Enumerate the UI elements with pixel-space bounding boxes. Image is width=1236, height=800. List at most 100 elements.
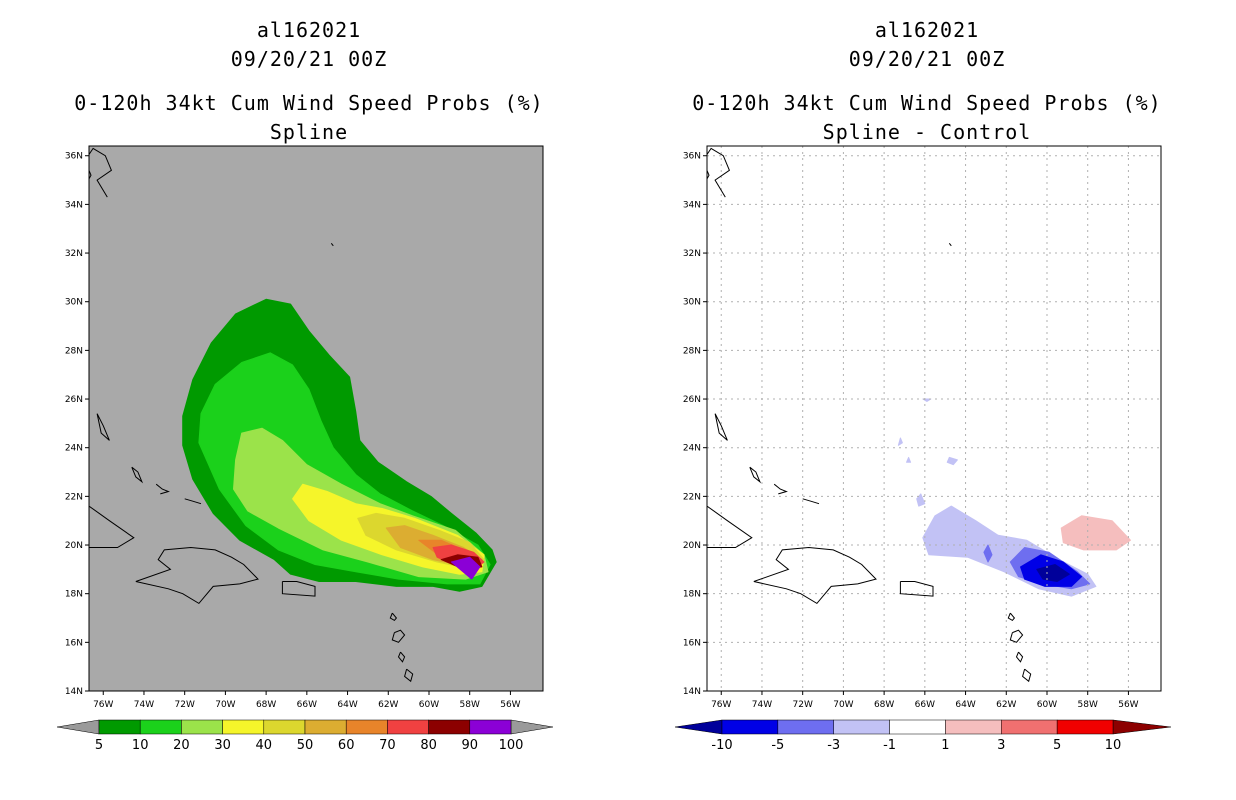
y-tick-label: 26N (65, 395, 83, 405)
contour-region-2 (897, 437, 903, 446)
coastline-9 (131, 466, 144, 484)
coastline-12 (330, 242, 334, 247)
contour-region-3 (946, 456, 958, 466)
colorbar-label: 3 (997, 738, 1005, 753)
right-chart-panel: al162021 09/20/21 00Z 0-120h 34kt Cum Wi… (618, 0, 1236, 800)
x-tick-label: 76W (93, 700, 113, 710)
colorbar-left-arrow (674, 719, 723, 735)
x-tick-label: 62W (996, 700, 1016, 710)
y-tick-label: 30N (65, 298, 83, 308)
colorbar-label: 10 (1105, 738, 1122, 753)
colorbar-swatch-1 (139, 719, 182, 735)
colorbar-label: 100 (499, 738, 524, 753)
coastline-5 (391, 629, 406, 643)
colorbar-swatch-2 (181, 719, 223, 735)
plot-frame (706, 145, 1162, 692)
y-tick-label: 14N (65, 687, 83, 697)
y-tick-label: 30N (683, 298, 701, 308)
colorbar-right-arrow (510, 719, 554, 735)
colorbar-swatch-6 (345, 719, 388, 735)
colorbar-label: -5 (771, 738, 784, 753)
x-tick-label: 76W (711, 700, 731, 710)
y-tick-label: 28N (65, 346, 83, 356)
colorbar-label: 5 (1053, 738, 1061, 753)
left-map-chart: 76W 74W 72W 70W 68W 66W 64W 62W 60W 58W 56W 14N 16N 1… (56, 145, 554, 753)
colorbar-label: 80 (420, 738, 437, 753)
contour-region-9 (450, 556, 481, 580)
y-tick-label: 32N (65, 249, 83, 259)
colorbar-label: 5 (95, 738, 103, 753)
colorbar-label: 60 (338, 738, 355, 753)
coastline-0 (89, 147, 113, 198)
chart-title-storm-id: al162021 (256, 18, 362, 42)
colorbar-label: 1 (941, 738, 949, 753)
y-tick-label: 24N (683, 444, 701, 454)
contour-region-9 (1036, 564, 1070, 582)
coastline-3 (281, 581, 316, 597)
colorbar-right-arrow (1112, 719, 1172, 735)
y-tick-label: 16N (65, 638, 83, 648)
chart-title-storm-id: al162021 (874, 18, 980, 42)
x-tick-label: 62W (378, 700, 398, 710)
right-map-chart: 76W 74W 72W 70W 68W 66W 64W 62W 60W 58W 56W 14N 16N 1… (674, 145, 1172, 753)
colorbar-label: 10 (132, 738, 149, 753)
coastline-7 (1022, 668, 1032, 683)
chart-title-date: 09/20/21 00Z (230, 47, 388, 71)
coastline-8 (714, 413, 728, 441)
x-tick-label: 60W (1037, 700, 1057, 710)
coastline-0 (707, 147, 731, 198)
colorbar-swatch-0 (98, 719, 141, 735)
x-tick-label: 56W (500, 700, 520, 710)
left-chart-panel: al162021 09/20/21 00Z 0-120h 34kt Cum Wi… (56, 18, 554, 753)
x-tick-label: 68W (256, 700, 276, 710)
plot-background (707, 146, 1161, 691)
contour-region-1 (916, 493, 926, 507)
y-tick-label: 32N (683, 249, 701, 259)
coastline-2 (135, 546, 259, 605)
y-tick-label: 20N (65, 541, 83, 551)
y-tick-label: 36N (683, 152, 701, 162)
x-tick-label: 70W (215, 700, 235, 710)
x-tick-label: 74W (752, 700, 772, 710)
colorbar-swatch-3 (889, 719, 946, 735)
colorbar-label: 70 (379, 738, 396, 753)
colorbar-swatch-9 (469, 719, 512, 735)
y-tick-label: 16N (683, 638, 701, 648)
colorbar-swatch-2 (833, 719, 890, 735)
y-tick-label: 14N (683, 687, 701, 697)
y-tick-label: 26N (683, 395, 701, 405)
coastline-8 (96, 413, 110, 441)
plot-frame (88, 145, 544, 692)
coastline-5 (1009, 629, 1024, 643)
coastline-11 (802, 498, 820, 505)
colorbar-label: 50 (297, 738, 314, 753)
y-tick-label: 22N (683, 492, 701, 502)
y-tick-label: 18N (683, 590, 701, 600)
colorbar-label: 20 (173, 738, 190, 753)
y-tick-label: 34N (683, 200, 701, 210)
chart-title-date: 09/20/21 00Z (848, 47, 1006, 71)
x-tick-label: 66W (915, 700, 935, 710)
x-tick-label: 64W (955, 700, 975, 710)
coastline-7 (404, 668, 414, 683)
x-tick-label: 72W (793, 700, 813, 710)
y-tick-label: 36N (65, 152, 83, 162)
coastline-1 (89, 505, 135, 548)
colorbar-label: 40 (256, 738, 273, 753)
colorbar-label: 30 (214, 738, 231, 753)
y-tick-label: 34N (65, 200, 83, 210)
y-tick-label: 24N (65, 444, 83, 454)
colorbar-swatch-5 (1001, 719, 1058, 735)
coastline-4 (389, 612, 398, 622)
colorbar-swatch-7 (387, 719, 429, 735)
x-tick-label: 74W (134, 700, 154, 710)
coastline-4 (1007, 612, 1016, 622)
chart-title-product: 0-120h 34kt Cum Wind Speed Probs (%) (692, 91, 1162, 115)
coastline-12 (948, 242, 952, 247)
coastline-6 (397, 651, 406, 663)
colorbar-label: 90 (462, 738, 479, 753)
y-tick-label: 20N (683, 541, 701, 551)
x-tick-label: 70W (833, 700, 853, 710)
x-tick-label: 60W (419, 700, 439, 710)
coastline-9 (749, 466, 762, 484)
